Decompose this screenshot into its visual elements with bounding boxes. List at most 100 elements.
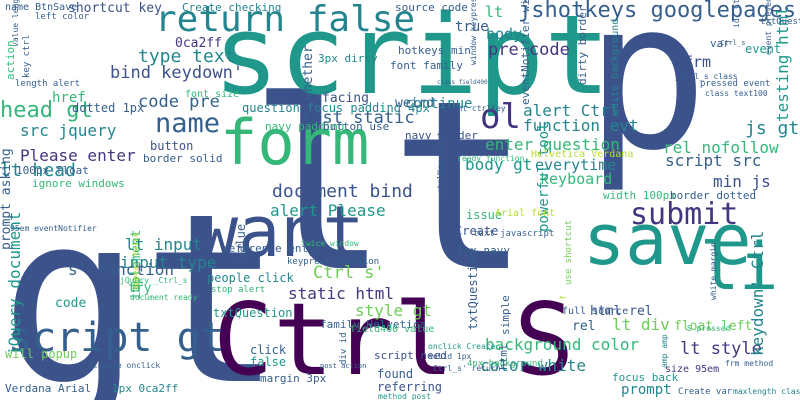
cloud-word: txtQuestion maxlength bbox=[760, 17, 800, 27]
cloud-word: reference enter bbox=[222, 242, 322, 255]
cloud-word: navy border bbox=[405, 129, 478, 142]
cloud-word: border solid bbox=[143, 152, 223, 165]
cloud-word: false bbox=[250, 355, 287, 369]
cloud-word: script gt bbox=[8, 315, 225, 361]
cloud-word: lt div bbox=[612, 315, 670, 334]
cloud-word: form bbox=[220, 106, 370, 179]
cloud-word: BtnSave onclick bbox=[88, 361, 161, 370]
cloud-word: method post bbox=[378, 392, 431, 400]
cloud-word: 95em eventNotifier bbox=[10, 224, 97, 233]
cloud-word: length alert bbox=[15, 79, 81, 89]
cloud-word: white background bbox=[610, 18, 621, 115]
cloud-word: jQuery _Ctrl_s bbox=[120, 276, 188, 285]
cloud-word: class field400 bbox=[437, 79, 488, 86]
cloud-word: jshotkeys googlepages bbox=[518, 0, 797, 23]
cloud-word: size 95em bbox=[665, 364, 720, 375]
cloud-word: body bbox=[486, 25, 523, 43]
cloud-word: return false bbox=[155, 0, 416, 40]
cloud-word: lt bbox=[485, 3, 504, 21]
cloud-word: lt bbox=[248, 51, 531, 324]
cloud-word: enter question bbox=[485, 135, 620, 154]
cloud-word: stop alert bbox=[211, 285, 266, 295]
cloud-word: window keypress bbox=[469, 0, 478, 65]
cloud-word: function evt bbox=[523, 116, 639, 135]
cloud-word: txtQuestion bbox=[213, 306, 293, 320]
cloud-word: margin 3px bbox=[260, 372, 327, 385]
cloud-word: min js bbox=[713, 172, 771, 191]
cloud-word: will popup bbox=[5, 347, 78, 361]
cloud-word: simple bbox=[499, 295, 512, 335]
cloud-word: issue bbox=[466, 208, 503, 222]
cloud-word: html rel bbox=[590, 304, 653, 319]
cloud-word: button bbox=[150, 139, 194, 153]
cloud-word: code bbox=[55, 296, 87, 311]
cloud-word: event bbox=[745, 42, 782, 56]
cloud-word: name BtnSave bbox=[5, 2, 78, 13]
cloud-word: focus back bbox=[612, 371, 679, 384]
cloud-word: Ctrl s' bbox=[313, 263, 385, 283]
cloud-word: gt bbox=[0, 164, 283, 400]
cloud-word: Ctrl_s' return bbox=[433, 364, 501, 373]
cloud-word: whether bbox=[301, 45, 316, 100]
cloud-word: key ctrl bbox=[22, 34, 32, 78]
cloud-word: lt head bbox=[0, 160, 76, 181]
cloud-word: f bbox=[559, 295, 568, 300]
cloud-word: event preventDefault bbox=[764, 0, 773, 55]
cloud-word: document ready bbox=[130, 293, 198, 302]
cloud-word: white margin bbox=[709, 242, 718, 300]
cloud-word: Create bbox=[455, 224, 499, 238]
cloud-word: head gt bbox=[0, 98, 93, 123]
cloud-word: script bbox=[213, 0, 611, 119]
cloud-word: test static bbox=[302, 108, 415, 128]
cloud-word: twice window bbox=[301, 239, 359, 248]
cloud-word: value length bbox=[11, 0, 20, 47]
cloud-word: pressed event bbox=[700, 79, 771, 89]
cloud-word: question focus padding 4px bbox=[242, 101, 430, 115]
cloud-word: appear twice bbox=[131, 232, 140, 290]
cloud-word: 100px float bbox=[16, 164, 89, 177]
cloud-word: Verdana Arial bbox=[5, 382, 92, 395]
cloud-word: facing bbox=[322, 91, 369, 106]
cloud-word: Create checking bbox=[182, 1, 282, 14]
cloud-word: 1px 0ca2ff bbox=[112, 382, 179, 395]
cloud-word: s' function bbox=[68, 260, 174, 279]
cloud-word: true bbox=[455, 19, 489, 35]
cloud-word: text javascript bbox=[473, 229, 555, 239]
cloud-word: dirty border bbox=[576, 5, 589, 85]
cloud-word: eventNotifier width bbox=[519, 0, 532, 105]
cloud-word: continue bbox=[405, 96, 473, 112]
cloud-word: post action bbox=[320, 362, 367, 370]
cloud-word: script src bbox=[665, 151, 762, 170]
cloud-word: left color bbox=[35, 12, 90, 22]
cloud-word: 3px dirty bbox=[318, 52, 378, 65]
cloud-word: referring bbox=[377, 380, 443, 394]
cloud-word: prompt asking bbox=[0, 148, 14, 250]
cloud-word: keydown' Ctrl bbox=[748, 230, 767, 356]
cloud-word: event ctrlKey bbox=[443, 104, 506, 113]
cloud-word: Helvetica Verdana bbox=[531, 149, 634, 160]
cloud-word: Create var bbox=[678, 387, 733, 397]
cloud-word: document bind bbox=[272, 181, 413, 202]
cloud-word: shortcut key bbox=[68, 1, 162, 16]
cloud-word: keyboard bbox=[540, 170, 613, 188]
cloud-word: lt style bbox=[680, 339, 762, 359]
cloud-word: source code bbox=[395, 1, 468, 14]
cloud-word: save bbox=[583, 199, 752, 281]
cloud-word: ready function bbox=[457, 154, 525, 163]
cloud-word: 1px navy bbox=[457, 244, 510, 257]
cloud-word: people click bbox=[207, 271, 294, 285]
cloud-word: p bbox=[585, 0, 709, 196]
cloud-word: 0ca2ff bbox=[175, 36, 222, 51]
cloud-word: id _Ctrl_s bbox=[732, 0, 741, 28]
cloud-word: pre code bbox=[488, 40, 570, 60]
cloud-word: submit bbox=[630, 197, 739, 232]
cloud-word: background color bbox=[485, 335, 640, 354]
cloud-word: bind keydown' bbox=[110, 63, 244, 83]
cloud-word: float left bbox=[674, 319, 753, 334]
cloud-word: rel bbox=[572, 319, 596, 334]
cloud-word: _Ctrl_s class bbox=[675, 72, 738, 81]
cloud-word: frm method bbox=[725, 359, 774, 368]
cloud-word: want bbox=[196, 191, 365, 273]
cloud-word: lt input bbox=[125, 235, 203, 254]
